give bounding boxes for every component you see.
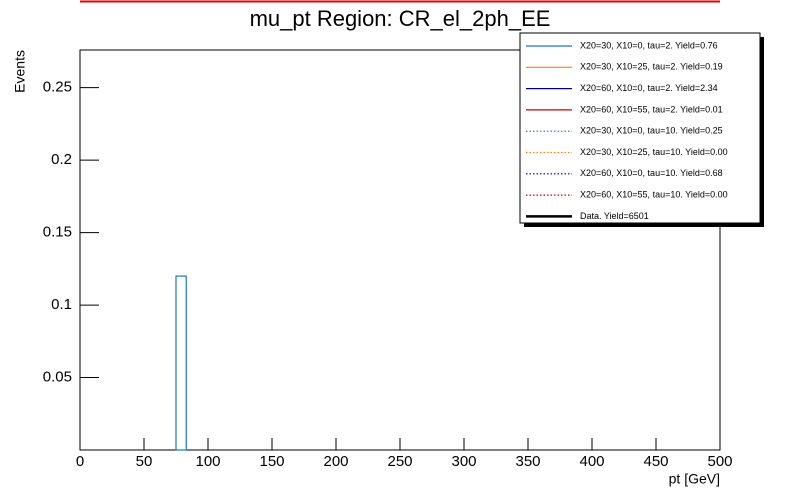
x-tick-label: 0 <box>76 453 84 470</box>
x-tick-label: 50 <box>136 453 153 470</box>
y-tick-label: 0.05 <box>43 369 72 386</box>
y-tick-label: 0.15 <box>43 224 72 241</box>
y-axis-label: Events <box>12 50 28 93</box>
legend-label: X20=30, X10=25, tau=2. Yield=0.19 <box>580 62 723 72</box>
x-tick-label: 100 <box>195 453 220 470</box>
x-tick-label: 350 <box>515 453 540 470</box>
x-tick-label: 400 <box>579 453 604 470</box>
x-tick-label: 200 <box>323 453 348 470</box>
legend-label: X20=30, X10=0, tau=10. Yield=0.25 <box>580 126 723 136</box>
x-tick-label: 150 <box>259 453 284 470</box>
x-tick-label: 500 <box>707 453 732 470</box>
legend-label: X20=60, X10=55, tau=2. Yield=0.01 <box>580 104 723 114</box>
x-axis-label: pt [GeV] <box>669 471 720 487</box>
legend-label: X20=60, X10=55, tau=10. Yield=0.00 <box>580 189 728 199</box>
legend-label: X20=30, X10=25, tau=10. Yield=0.00 <box>580 147 728 157</box>
legend-label: Data. Yield=6501 <box>580 211 649 221</box>
chart-title: mu_pt Region: CR_el_2ph_EE <box>250 6 551 31</box>
y-tick-label: 0.1 <box>51 296 72 313</box>
x-tick-label: 450 <box>643 453 668 470</box>
legend-label: X20=60, X10=0, tau=2. Yield=2.34 <box>580 83 718 93</box>
y-tick-label: 0.25 <box>43 79 72 96</box>
legend-label: X20=60, X10=0, tau=10. Yield=0.68 <box>580 168 723 178</box>
legend-box <box>519 32 761 224</box>
y-tick-label: 0.2 <box>51 151 72 168</box>
bar <box>175 275 187 451</box>
x-tick-label: 250 <box>387 453 412 470</box>
x-tick-label: 300 <box>451 453 476 470</box>
legend-label: X20=30, X10=0, tau=2. Yield=0.76 <box>580 40 718 50</box>
